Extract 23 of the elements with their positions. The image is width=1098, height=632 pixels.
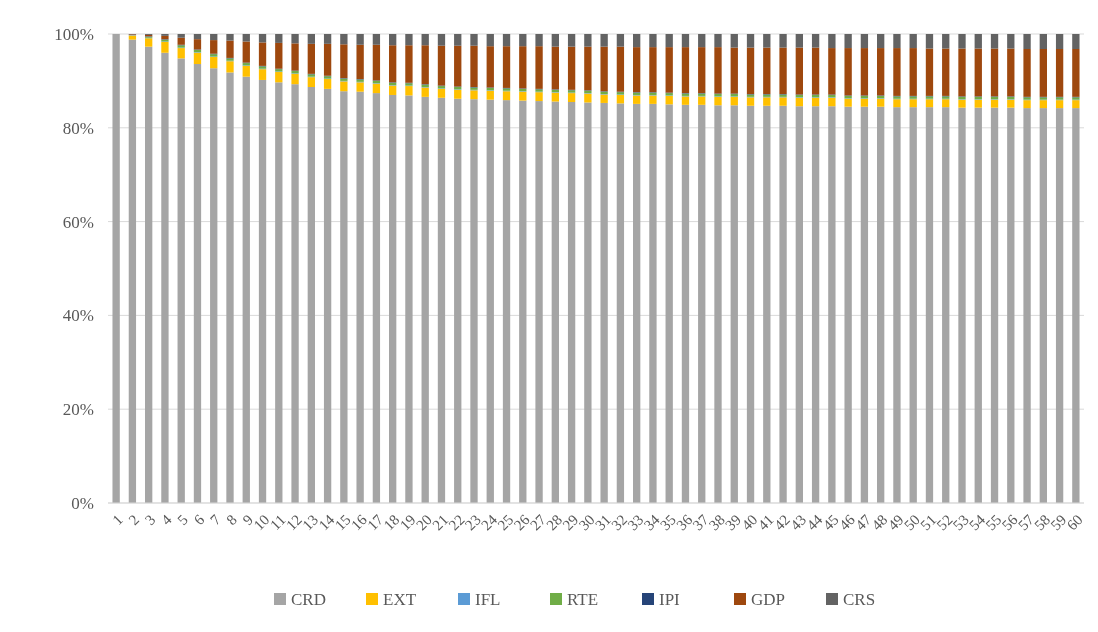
y-tick-label: 20% [62,400,94,420]
x-tick-label: 44 [803,511,826,534]
legend-label: IFL [475,589,501,609]
x-tick-label: 4 [158,511,176,529]
legend-label: CRD [291,589,326,609]
legend-label: RTE [567,589,599,609]
legend-label: CRS [843,589,876,609]
y-tick-label: 40% [62,306,94,326]
x-tick-label: 5 [174,511,192,529]
legend-label: IPI [659,589,681,609]
x-tick-label: 17 [364,511,387,534]
y-tick-label: 100% [54,24,94,44]
y-tick-label: 60% [62,212,94,232]
y-tick-label: 0% [71,493,94,513]
x-tick-label: 7 [206,511,224,529]
x-tick-label: 2 [125,511,143,529]
legend-label: EXT [383,589,417,609]
x-tick-label: 3 [141,511,159,529]
x-tick-label: 8 [223,511,240,529]
x-tick-label: 1 [109,511,126,529]
y-tick-label: 80% [62,118,94,138]
legend-label: GDP [751,589,786,609]
x-tick-label: 6 [190,511,208,529]
